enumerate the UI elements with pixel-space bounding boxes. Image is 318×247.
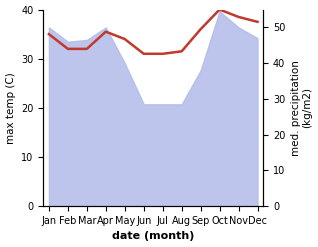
X-axis label: date (month): date (month) <box>112 231 194 242</box>
Y-axis label: med. precipitation
(kg/m2): med. precipitation (kg/m2) <box>291 60 313 156</box>
Y-axis label: max temp (C): max temp (C) <box>5 72 16 144</box>
